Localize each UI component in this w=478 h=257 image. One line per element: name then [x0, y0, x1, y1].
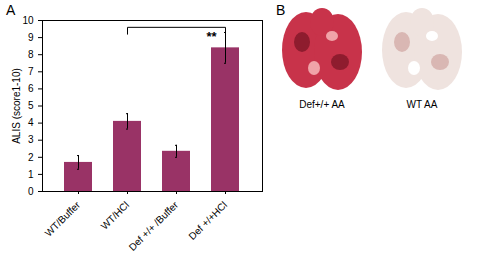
svg-text:Def +/+HCl: Def +/+HCl: [186, 199, 229, 242]
svg-text:3: 3: [28, 134, 34, 145]
svg-text:7: 7: [28, 66, 34, 77]
svg-text:WT/HCl: WT/HCl: [99, 199, 132, 232]
svg-text:10: 10: [22, 15, 34, 26]
svg-text:2: 2: [28, 152, 34, 163]
svg-text:WT/Buffer: WT/Buffer: [43, 199, 83, 239]
svg-text:**: **: [206, 29, 217, 44]
svg-text:Def+/+ AA: Def+/+ AA: [299, 99, 345, 110]
svg-text:ALIS (score1-10): ALIS (score1-10): [11, 68, 22, 144]
svg-text:9: 9: [28, 32, 34, 43]
svg-text:WT AA: WT AA: [407, 99, 438, 110]
svg-text:5: 5: [28, 100, 34, 111]
svg-text:6: 6: [28, 83, 34, 94]
svg-text:Def +/+ /Buffer: Def +/+ /Buffer: [127, 199, 181, 253]
html-text:B: B: [276, 2, 286, 18]
html-text:A: A: [6, 2, 16, 18]
svg-text:1: 1: [28, 169, 34, 180]
svg-text:0: 0: [28, 186, 34, 197]
svg-text:4: 4: [28, 117, 34, 128]
svg-text:8: 8: [28, 49, 34, 60]
